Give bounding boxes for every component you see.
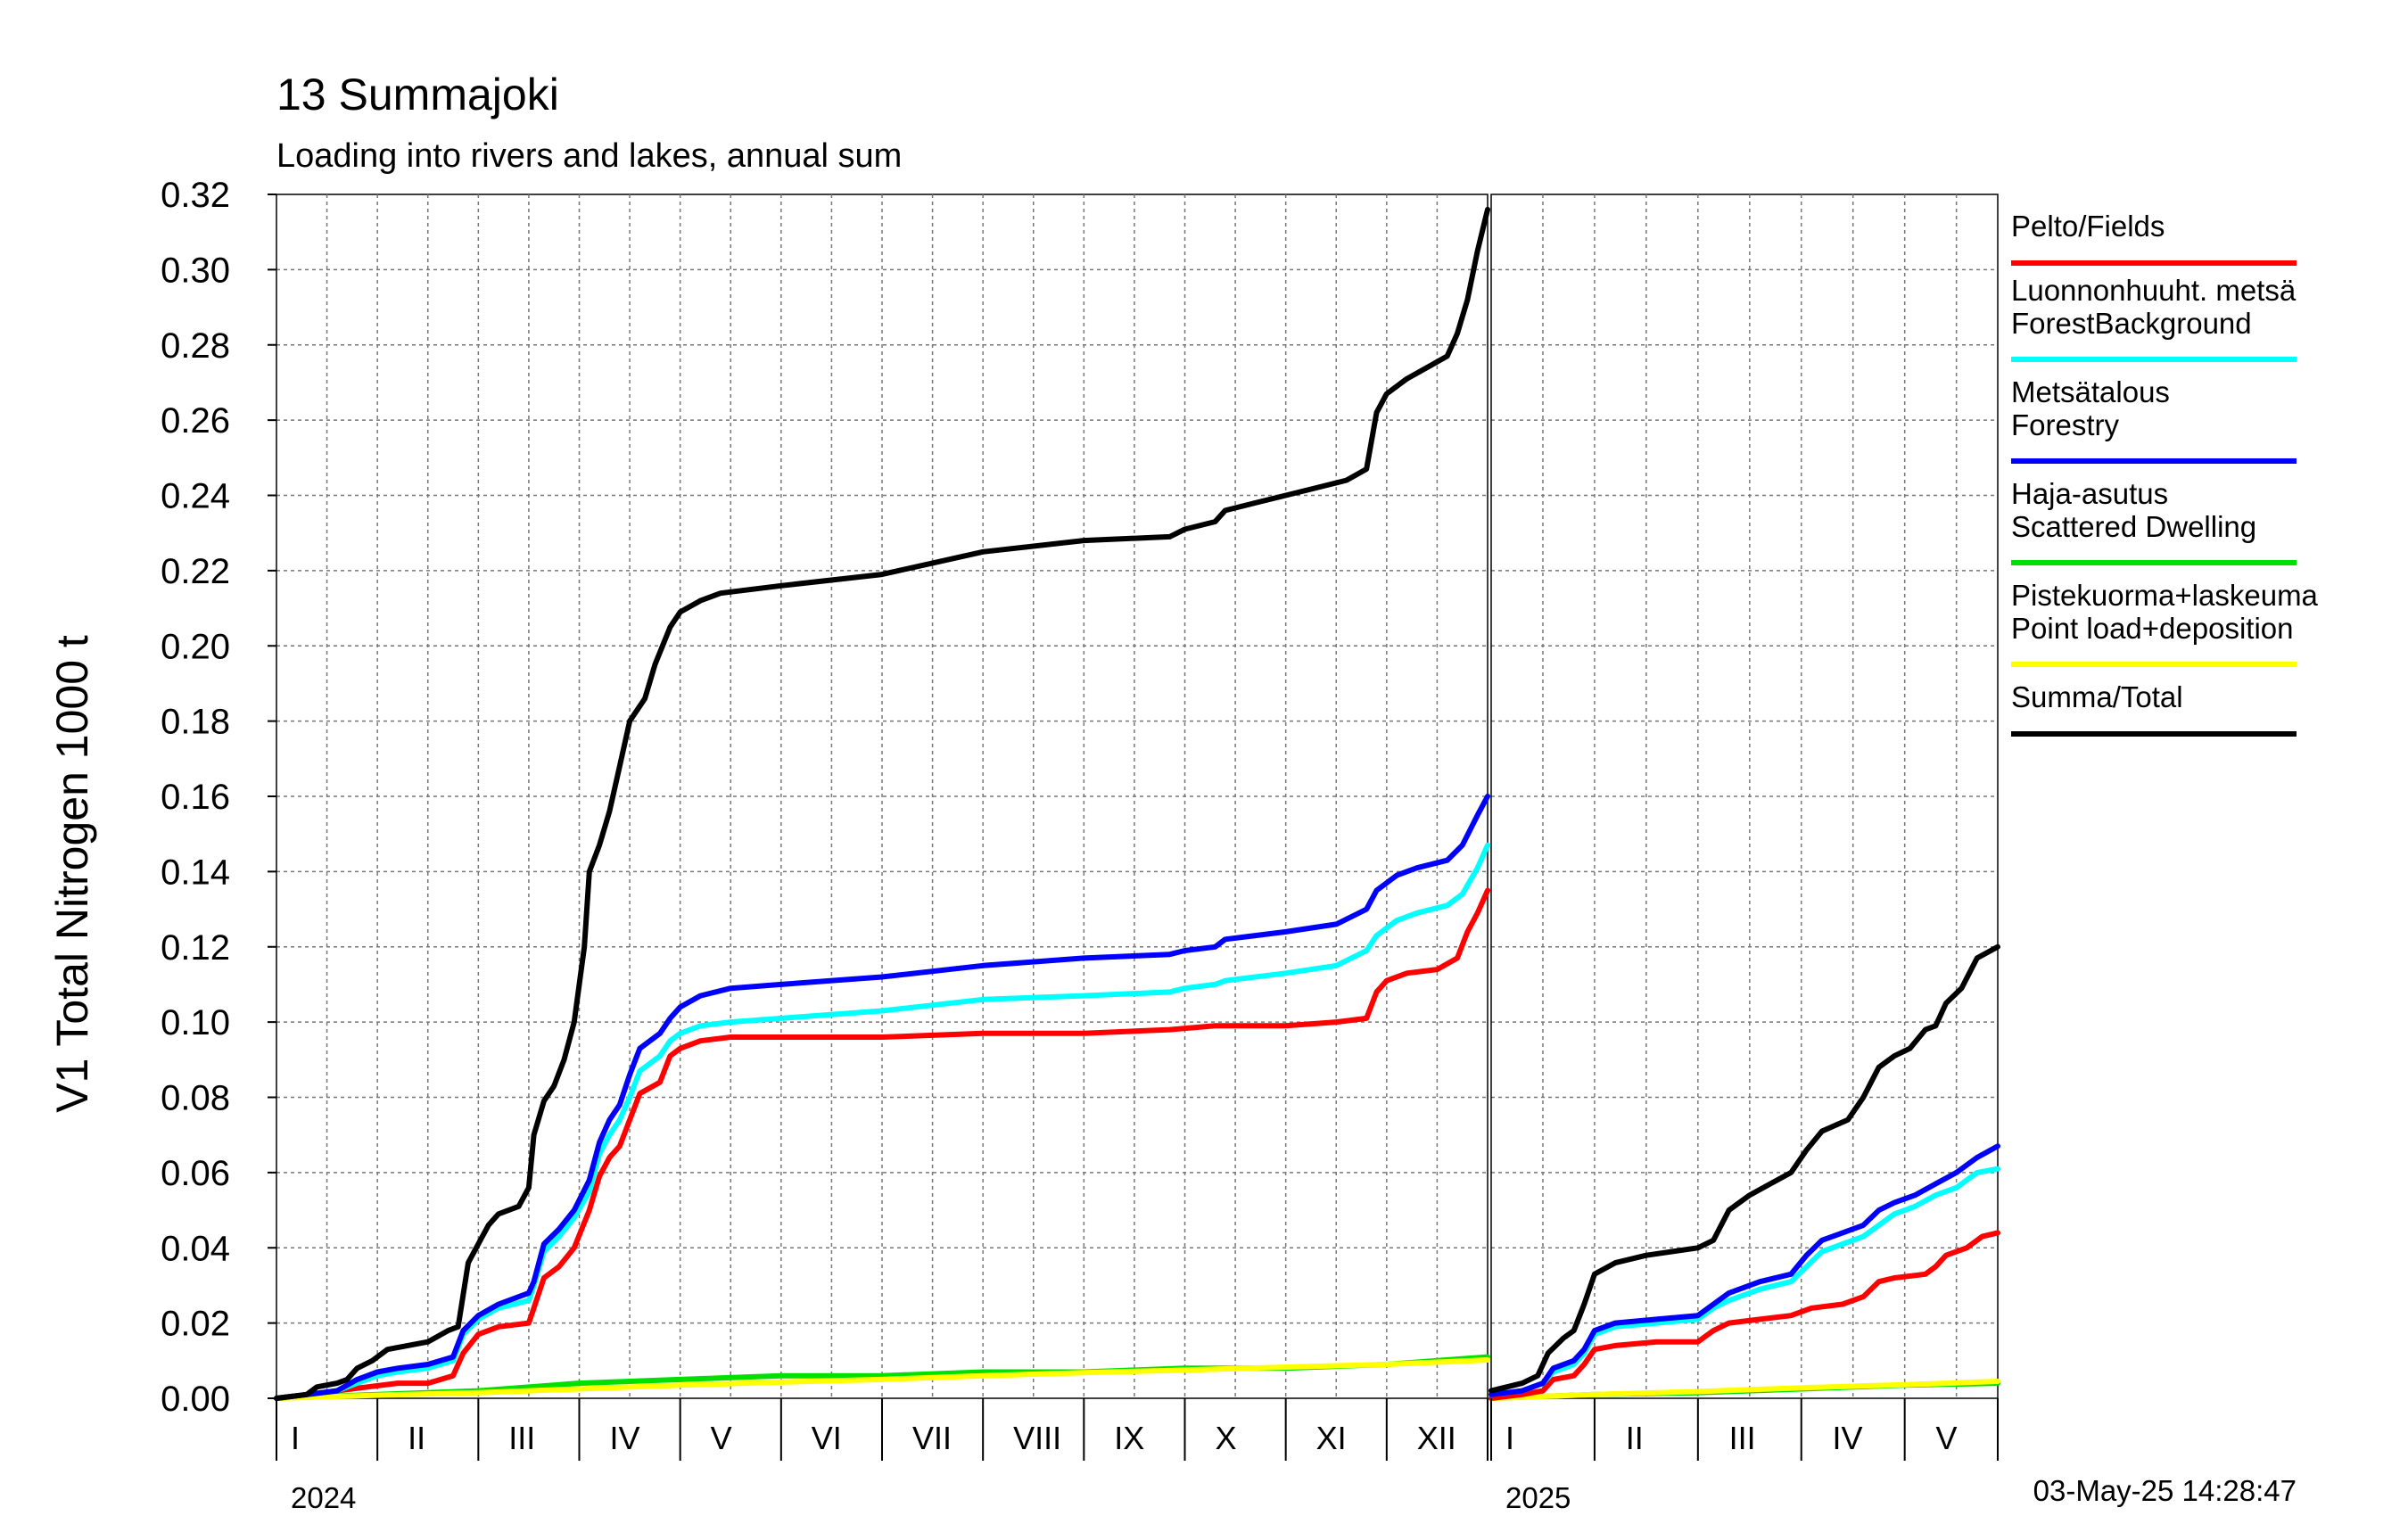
series-line-point_load-2025 xyxy=(1489,1379,2000,1401)
y-tick-label: 0.28 xyxy=(161,326,230,366)
series-layer xyxy=(274,206,2000,1401)
legend-item-fields: Pelto/Fields xyxy=(2011,210,2297,266)
month-label: XII xyxy=(1417,1420,1456,1456)
month-label: III xyxy=(508,1420,535,1456)
chart-subtitle: Loading into rivers and lakes, annual su… xyxy=(276,137,902,175)
month-label: I xyxy=(291,1420,300,1456)
year-label-2025: 2025 xyxy=(1505,1481,1571,1514)
y-tick-label: 0.10 xyxy=(161,1003,230,1042)
month-label: IV xyxy=(609,1420,639,1456)
y-tick-label: 0.02 xyxy=(161,1305,230,1344)
series-line-fields-2024 xyxy=(274,887,1490,1401)
legend-label: Luonnonhuuht. metsä xyxy=(2011,274,2297,307)
y-tick-label: 0.30 xyxy=(161,251,230,290)
series-line-total-2024 xyxy=(274,206,1490,1401)
axis-layer: 0.00 0.02 0.04 0.06 0.08 0.10 0.12 0.14 0.16 0.18… xyxy=(161,176,1999,1514)
y-tick-label: 0.04 xyxy=(161,1229,230,1268)
y-tick-label: 0.16 xyxy=(161,778,230,817)
legend-label: Pistekuorma+laskeuma xyxy=(2011,579,2319,612)
series-line-forest_background-2025 xyxy=(1489,1166,2000,1397)
y-tick-label: 0.20 xyxy=(161,627,230,666)
month-label: V xyxy=(1935,1420,1957,1456)
legend-item-total: Summa/Total xyxy=(2011,680,2297,737)
series-line-point_load-2024 xyxy=(274,1357,1490,1401)
legend: Pelto/Fields Luonnonhuuht. metsäForestBac… xyxy=(2011,210,2319,737)
legend-label: Pelto/Fields xyxy=(2011,210,2165,243)
month-label: X xyxy=(1215,1420,1236,1456)
y-tick-label: 0.24 xyxy=(161,477,230,516)
legend-label: Summa/Total xyxy=(2011,680,2183,713)
y-axis-label: V1 Total Nitrogen 1000 t xyxy=(47,635,97,1113)
y-tick-label: 0.18 xyxy=(161,703,230,742)
month-label: II xyxy=(408,1420,425,1456)
month-label: III xyxy=(1729,1420,1756,1456)
chart-title: 13 Summajoki xyxy=(276,70,559,119)
year-label-2024: 2024 xyxy=(291,1481,356,1514)
month-label: II xyxy=(1626,1420,1644,1456)
y-tick-label: 0.22 xyxy=(161,552,230,591)
grid-layer xyxy=(276,194,1999,1399)
series-line-fields-2025 xyxy=(1489,1230,2000,1401)
month-label: XI xyxy=(1316,1420,1347,1456)
legend-label: Forestry xyxy=(2011,408,2120,441)
legend-label: ForestBackground xyxy=(2011,307,2252,340)
legend-label: Point load+deposition xyxy=(2011,612,2294,645)
series-line-forestry-2025 xyxy=(1489,1143,2000,1397)
y-tick-label: 0.12 xyxy=(161,928,230,968)
y-tick-label: 0.08 xyxy=(161,1079,230,1118)
month-label: VIII xyxy=(1013,1420,1061,1456)
legend-label: Haja-asutus xyxy=(2011,477,2168,510)
y-tick-label: 0.32 xyxy=(161,176,230,215)
panel-2024 xyxy=(274,206,1490,1401)
timestamp: 03-May-25 14:28:47 xyxy=(2033,1474,2297,1507)
legend-label: Metsätalous xyxy=(2011,375,2170,408)
month-label: I xyxy=(1505,1420,1514,1456)
y-tick-label: 0.00 xyxy=(161,1380,230,1419)
y-tick-label: 0.06 xyxy=(161,1154,230,1193)
month-label: IX xyxy=(1114,1420,1144,1456)
month-label: IV xyxy=(1833,1420,1863,1456)
series-line-forestry-2024 xyxy=(274,794,1490,1401)
month-label: VII xyxy=(912,1420,952,1456)
month-label: VI xyxy=(812,1420,842,1456)
y-tick-label: 0.26 xyxy=(161,401,230,441)
panel-2025 xyxy=(1489,943,2000,1401)
y-tick-label: 0.14 xyxy=(161,853,230,892)
month-label: V xyxy=(711,1420,732,1456)
plot-frame xyxy=(1490,194,1999,1399)
legend-label: Scattered Dwelling xyxy=(2011,510,2256,543)
series-line-total-2025 xyxy=(1489,943,2000,1394)
